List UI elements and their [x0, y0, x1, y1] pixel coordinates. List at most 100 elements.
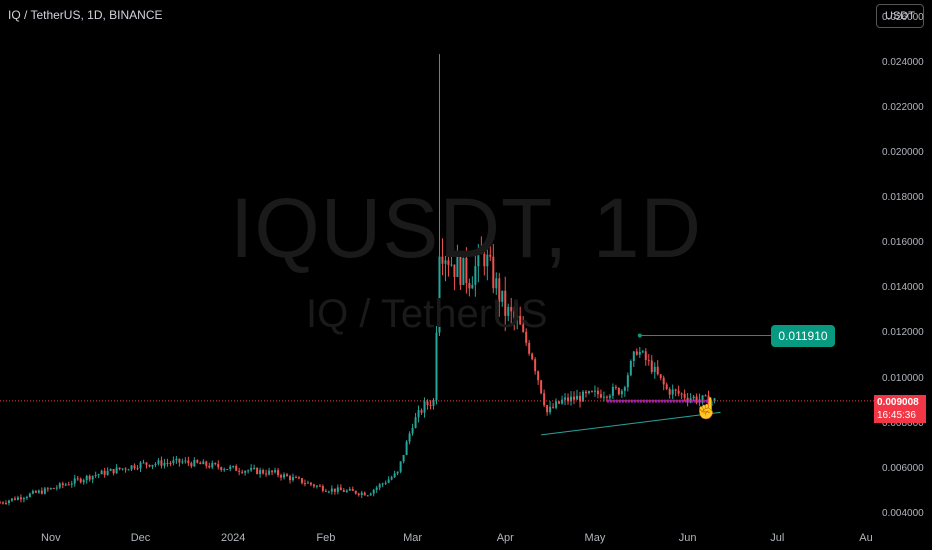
- current-price-tag: 0.009008 16:45:36: [874, 394, 926, 423]
- candle-body: [713, 398, 716, 402]
- candle-body: [280, 475, 283, 478]
- candle-body: [564, 397, 567, 400]
- candle-body: [324, 490, 327, 492]
- candle-body: [549, 406, 552, 413]
- candle-body: [528, 342, 531, 354]
- candle-body: [480, 249, 483, 254]
- candle-body: [235, 465, 238, 471]
- candle-body: [360, 492, 363, 495]
- candle-body: [396, 471, 399, 474]
- candle-body: [312, 484, 315, 487]
- candle-body: [160, 460, 163, 466]
- candle-body: [579, 395, 581, 402]
- candle-body: [435, 332, 438, 401]
- candle-body: [384, 482, 387, 484]
- candle-body: [336, 487, 339, 492]
- candle-body: [674, 389, 677, 391]
- candle-body: [169, 463, 172, 465]
- candle-body: [608, 395, 611, 398]
- candle-body: [181, 461, 184, 463]
- candle-body: [109, 469, 112, 471]
- candle-body: [214, 463, 217, 465]
- candle-body: [52, 488, 55, 490]
- candle-body: [64, 484, 67, 486]
- candle-body: [683, 393, 686, 398]
- candle-body: [501, 290, 504, 302]
- candle-body: [513, 311, 516, 318]
- candle-body: [623, 387, 626, 391]
- candle-body: [614, 387, 617, 389]
- candle-body: [166, 462, 169, 464]
- candle-body: [387, 479, 390, 483]
- candle-body: [522, 324, 525, 332]
- candle-body: [456, 256, 459, 278]
- candle-body: [43, 488, 46, 494]
- candle-body: [483, 253, 486, 267]
- candle-body: [85, 475, 88, 481]
- candle-body: [100, 470, 103, 475]
- price-tick-label: 0.018000: [882, 192, 924, 204]
- candle-body: [546, 405, 549, 413]
- candle-body: [4, 502, 7, 504]
- candle-body: [399, 461, 402, 472]
- candle-body: [611, 387, 614, 396]
- candle-body: [265, 473, 268, 475]
- time-tick-label: Dec: [130, 532, 151, 544]
- candle-body: [289, 476, 291, 481]
- candle-body: [28, 493, 31, 497]
- candle-body: [510, 306, 513, 312]
- candle-body: [333, 488, 336, 492]
- candle-body: [602, 396, 605, 398]
- candle-body: [471, 284, 474, 289]
- candle-body: [686, 397, 689, 401]
- candle-body: [58, 483, 61, 488]
- time-tick-label: Au: [859, 532, 873, 544]
- candle-body: [306, 482, 309, 484]
- candle-body: [13, 498, 16, 500]
- candle-body: [495, 278, 498, 289]
- candle-body: [130, 465, 133, 470]
- candle-body: [393, 473, 396, 478]
- candle-body: [408, 433, 411, 442]
- symbol-title[interactable]: IQ / TetherUS, 1D, BINANCE: [8, 8, 163, 22]
- candle-body: [447, 260, 450, 265]
- currency-button[interactable]: USDT: [876, 4, 924, 28]
- candle-body: [441, 256, 444, 264]
- candle-body: [519, 315, 522, 325]
- price-tick-label: 0.006000: [882, 462, 924, 474]
- candle-body: [599, 394, 602, 398]
- candle-body: [151, 464, 154, 467]
- candle-body: [0, 502, 1, 504]
- candle-body: [465, 257, 468, 283]
- candle-body: [593, 390, 596, 392]
- candle-body: [291, 477, 294, 481]
- candle-body: [190, 463, 193, 467]
- candle-body: [680, 393, 683, 395]
- target-price-label: 0.011910: [771, 324, 835, 347]
- candle-body: [262, 470, 265, 474]
- candle-body: [668, 389, 671, 395]
- candle-body: [145, 462, 148, 465]
- candle-body: [626, 375, 629, 388]
- candle-body: [345, 490, 348, 492]
- candle-body: [369, 493, 372, 496]
- candle-body: [1, 502, 4, 504]
- candle-body: [438, 256, 441, 333]
- candle-body: [635, 351, 638, 355]
- price-tick-label: 0.010000: [882, 372, 924, 384]
- candle-body: [492, 256, 495, 289]
- candle-body: [202, 461, 205, 465]
- candle-body: [474, 266, 477, 285]
- candle-body: [342, 490, 345, 492]
- candle-body: [363, 492, 366, 496]
- candle-body: [70, 483, 73, 485]
- candle-body: [692, 396, 695, 399]
- candle-body: [659, 374, 662, 378]
- candle-body: [79, 478, 82, 483]
- candle-body: [426, 401, 429, 405]
- candle-body: [590, 391, 593, 393]
- candle-body: [689, 398, 692, 401]
- candle-body: [516, 315, 519, 318]
- candle-body: [46, 488, 49, 490]
